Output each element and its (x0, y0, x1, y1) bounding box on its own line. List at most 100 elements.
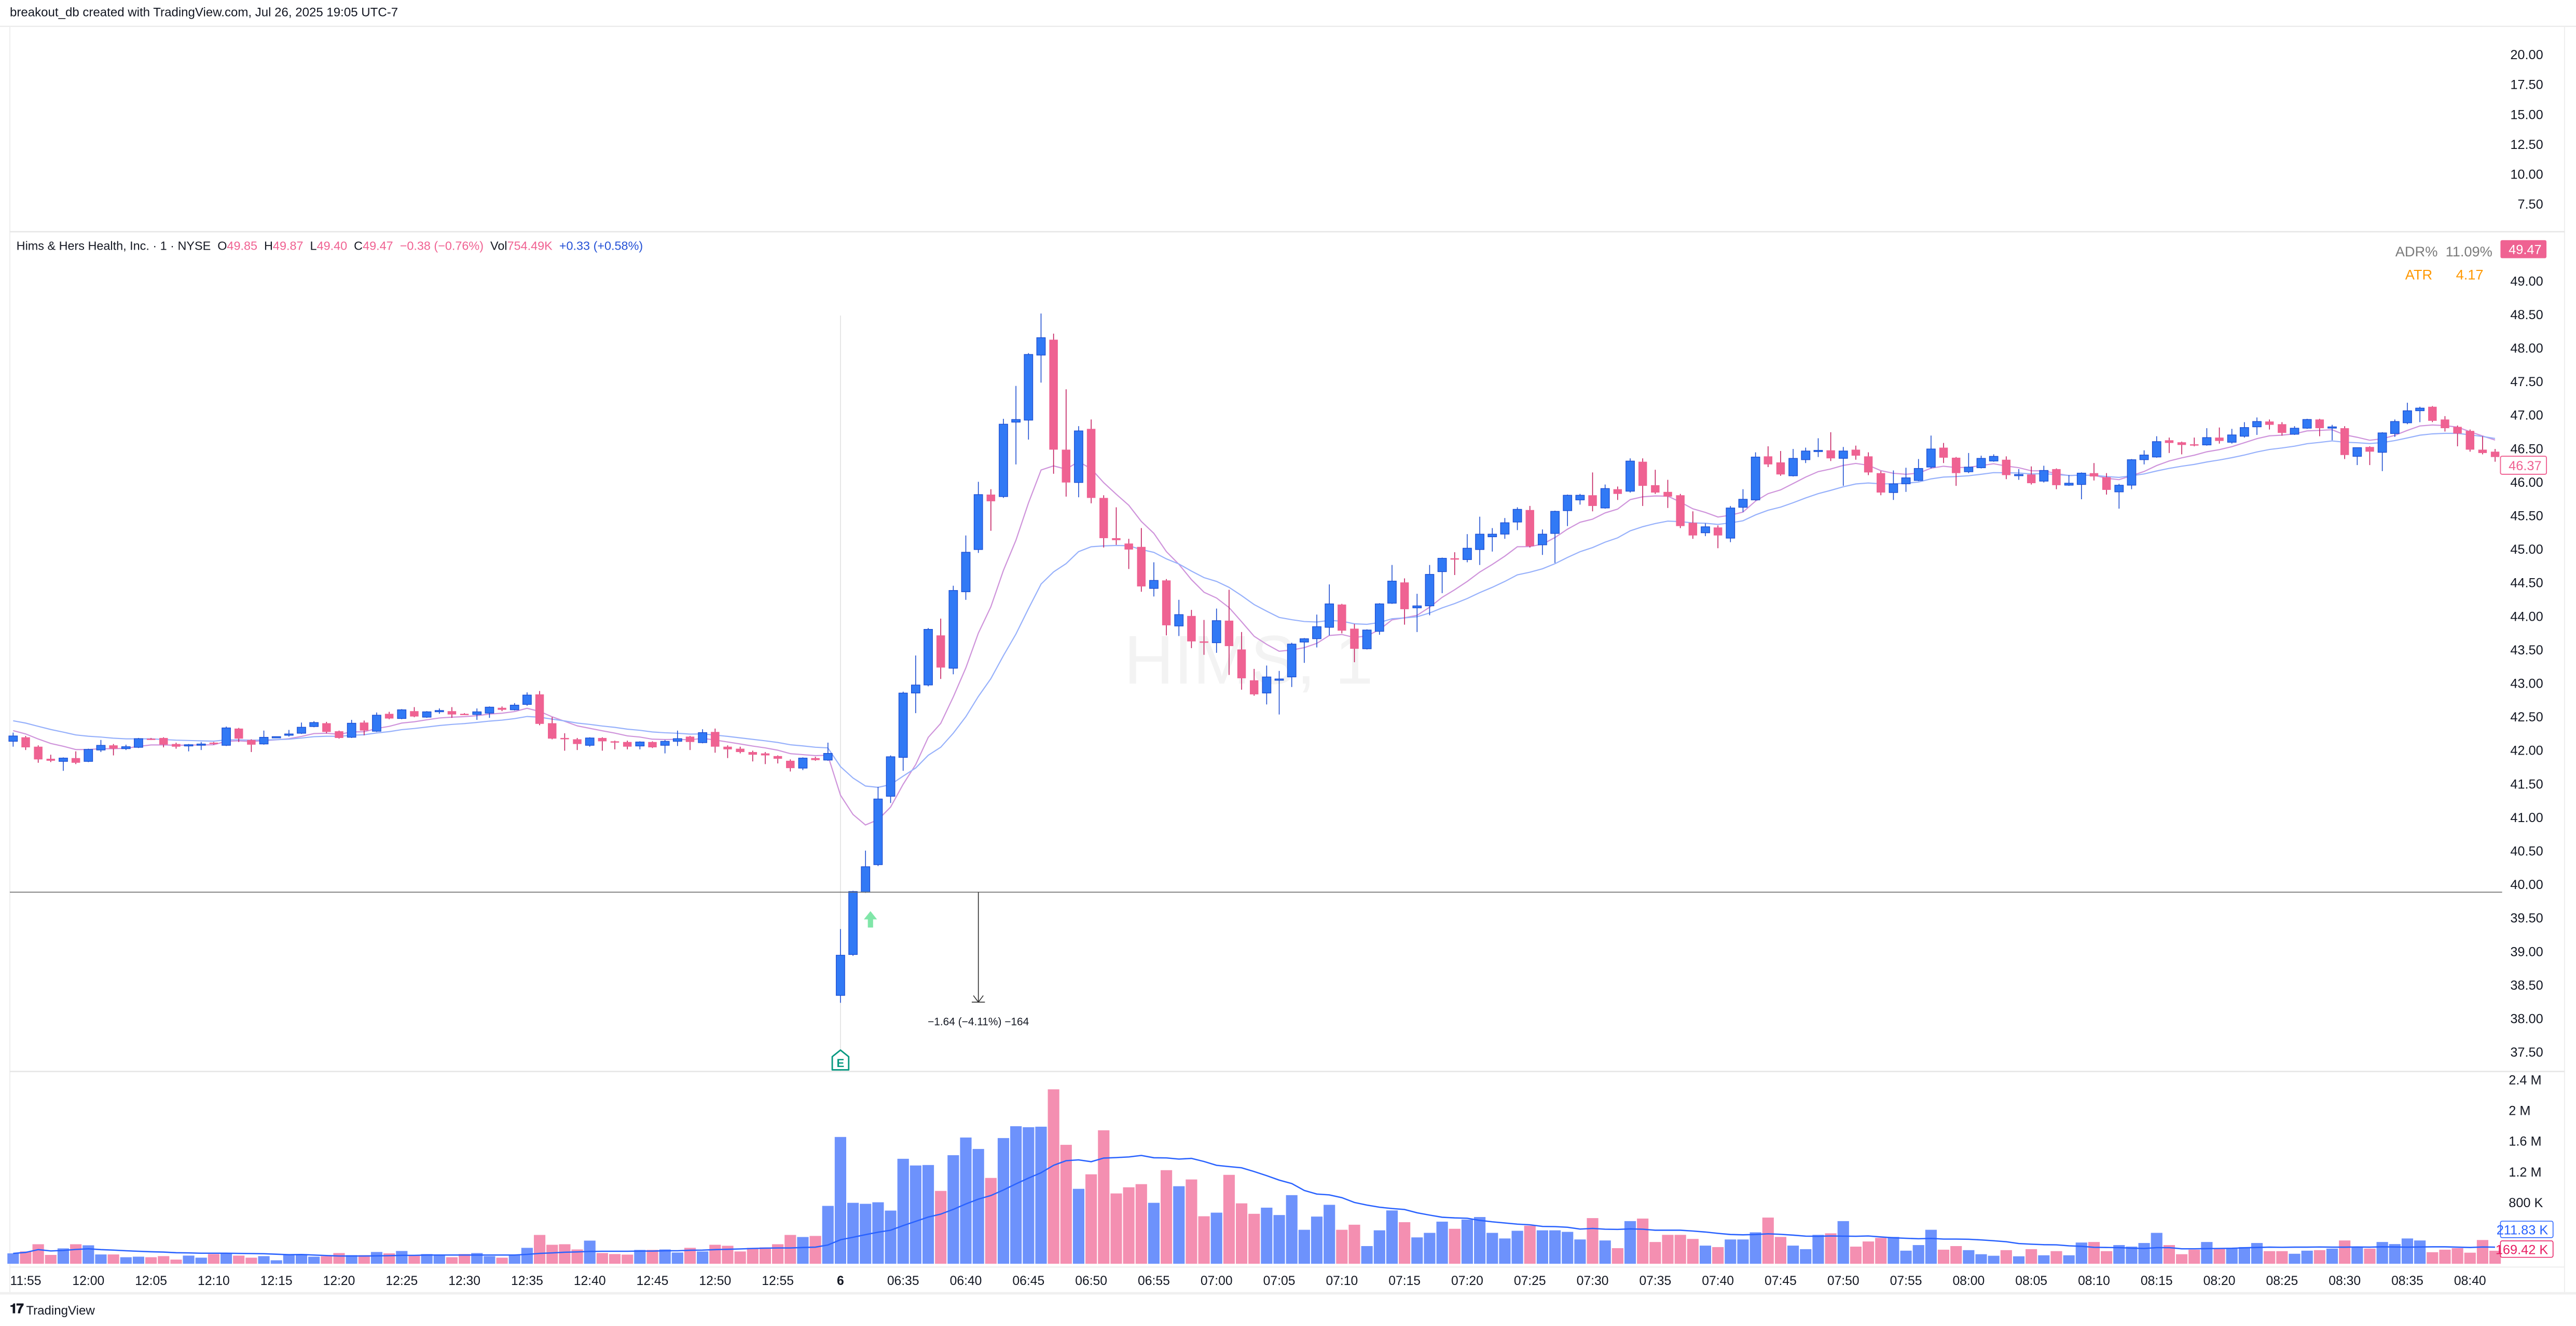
symbol-legend[interactable]: Hims & Hers Health, Inc. · 1 · NYSE O49.… (17, 238, 643, 253)
candle (1764, 446, 1773, 467)
volume-axis[interactable]: 2.4 M 2 M 1.6 M 1.2 M 800 K (2509, 1073, 2543, 1210)
candle-body (297, 727, 306, 734)
candle-body (1701, 526, 1710, 534)
candle (2490, 449, 2500, 462)
atr-indicator[interactable]: ATR 4.17 (2405, 266, 2484, 283)
candle (811, 757, 820, 761)
time-tick: 12:15 (260, 1274, 293, 1288)
candle (886, 755, 896, 803)
price-axis[interactable]: 49.00 48.50 48.00 47.50 47.00 46.50 46.00 45.50… (2510, 274, 2543, 1060)
price-tick: 41.50 (2510, 777, 2543, 791)
candle-body (322, 723, 331, 732)
drawings[interactable]: −1.64 (−4.11%) −164 E (9, 892, 2502, 1071)
volume-bar (1950, 1246, 1962, 1264)
candle-body (660, 741, 670, 746)
volume-bar (1223, 1174, 1235, 1264)
candle-body (309, 722, 319, 727)
candle-body (2114, 485, 2124, 493)
candle-body (1512, 509, 1522, 523)
measure-tool[interactable]: −1.64 (−4.11%) −164 (928, 892, 1029, 1028)
candle-body (1676, 495, 1685, 526)
candle (986, 489, 996, 531)
candle (1688, 511, 1698, 539)
volume-bar (1611, 1248, 1623, 1264)
candle-body (1463, 548, 1472, 560)
change-value: −0.38 (−0.76%) (400, 238, 484, 253)
candle (2403, 402, 2412, 425)
price-tick: 42.50 (2510, 710, 2543, 724)
earnings-icon (831, 1049, 850, 1071)
candle (773, 755, 782, 764)
volume-bar (2326, 1248, 2338, 1264)
volume-bar (2313, 1250, 2325, 1264)
volume-bar (1837, 1221, 1849, 1264)
adr-indicator[interactable]: ADR% 11.09% (2395, 243, 2492, 260)
volume-bar (2464, 1252, 2476, 1264)
buy-signal-arrow-icon[interactable] (864, 911, 877, 928)
price-tick: 47.00 (2510, 408, 2543, 423)
volume-bar (1875, 1238, 1887, 1264)
volume-bar (1336, 1229, 1348, 1264)
tradingview-branding[interactable]: 𝟏𝟕 TradingView (10, 1302, 95, 1318)
candle (1074, 426, 1083, 498)
candle (2064, 475, 2074, 486)
volume-bar (1123, 1187, 1135, 1264)
candle-body (1487, 534, 1497, 537)
volume-bar (2401, 1238, 2414, 1264)
time-tick: 07:05 (1263, 1274, 1296, 1288)
candle-body (635, 742, 645, 747)
price-tick: 46.00 (2510, 475, 2543, 490)
candle (1726, 505, 1735, 542)
volume-tick: 1.2 M (2509, 1165, 2541, 1180)
candle (672, 730, 682, 746)
candle-body (284, 733, 294, 736)
volume-bar (2026, 1249, 2037, 1264)
candle-body (8, 735, 18, 742)
candle (2315, 418, 2324, 436)
candle-body (46, 758, 56, 761)
candle (1538, 529, 1547, 555)
candle-body (59, 758, 68, 762)
candle (1713, 525, 1723, 549)
candle (59, 757, 68, 771)
candle-body (2039, 470, 2049, 482)
candle-body (1149, 580, 1159, 589)
symbol-title[interactable]: Hims & Hers Health, Inc. · 1 · NYSE (16, 238, 211, 253)
candle (1274, 671, 1284, 715)
candle (610, 741, 619, 749)
time-tick: 11:55 (10, 1274, 42, 1288)
volume-bar (2075, 1242, 2087, 1264)
volume-bar (1562, 1232, 1574, 1264)
price-tick: 44.50 (2510, 576, 2543, 591)
candle-body (222, 727, 231, 746)
volume-bar (245, 1257, 257, 1264)
candle-body (1387, 580, 1397, 604)
top-pane-axis[interactable]: 20.00 17.50 15.00 12.50 10.00 7.50 (2510, 48, 2543, 212)
pane-frame (0, 25, 2576, 1295)
volume-bar (860, 1204, 872, 1264)
volume-bar (2201, 1242, 2213, 1264)
volume-bar (270, 1260, 282, 1264)
volume-bar (2188, 1249, 2200, 1264)
time-tick: 12:05 (135, 1274, 167, 1288)
candle (1588, 472, 1597, 512)
volume-bar (2301, 1250, 2313, 1264)
volume-bar (1148, 1202, 1160, 1264)
candle (1011, 386, 1021, 464)
candle (1525, 505, 1534, 548)
volume-bar (1774, 1237, 1787, 1264)
candle-body (1976, 458, 1986, 468)
volume-bar (1411, 1237, 1423, 1264)
candle (1976, 456, 1986, 469)
volume-bar (2389, 1244, 2401, 1264)
time-axis[interactable]: 11:55 12:00 12:05 12:10 12:15 12:20 12:25 12:30… (10, 1274, 2486, 1288)
volume-tick: 800 K (2509, 1196, 2543, 1210)
candle (948, 585, 958, 675)
candle-body (1913, 468, 1923, 481)
top-pane-tick: 17.50 (2510, 78, 2543, 92)
volume-bar (897, 1158, 909, 1264)
time-tick: 06:35 (887, 1274, 919, 1288)
candle (2202, 428, 2212, 446)
earnings-marker[interactable]: E (831, 1049, 850, 1071)
